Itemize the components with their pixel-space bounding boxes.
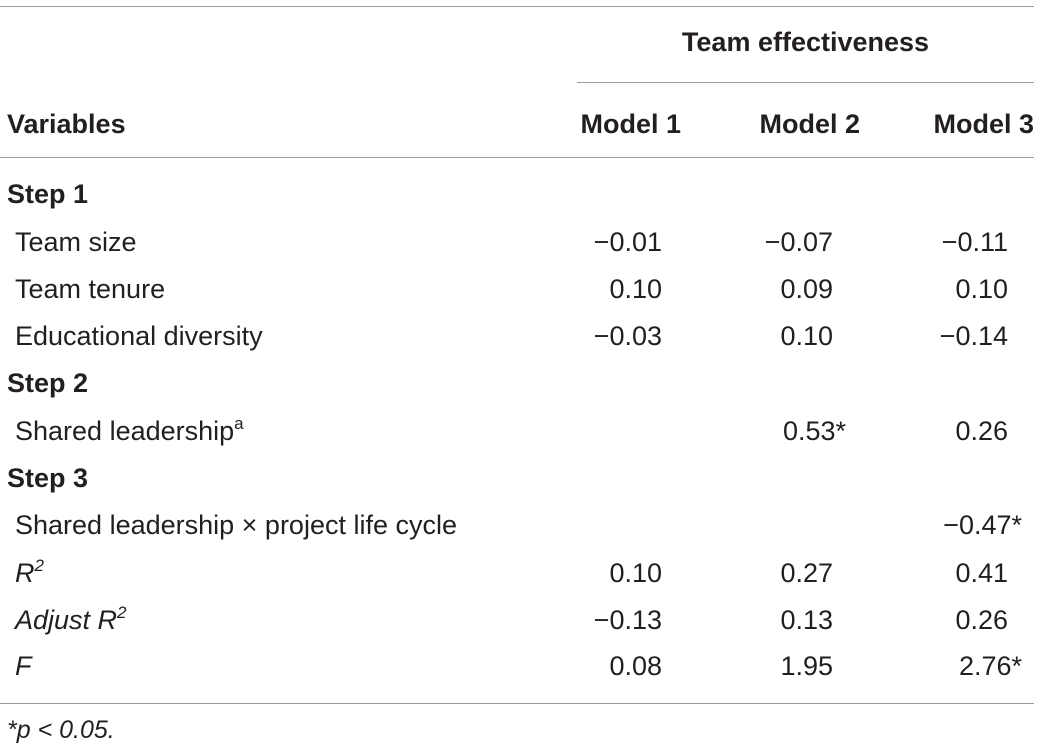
- model-2-header: Model 2: [759, 109, 860, 139]
- footnote: *p < 0.05.: [7, 716, 115, 744]
- model-2-value: −0.07: [764, 227, 833, 257]
- model-3-value: 0.10: [955, 274, 1008, 304]
- model-1-value: −0.13: [593, 605, 662, 635]
- model-1-header: Model 1: [580, 109, 681, 139]
- stat-label: R2: [15, 556, 44, 588]
- model-1-value: 0.10: [609, 274, 662, 304]
- model-2-value: 0.53*: [782, 416, 846, 446]
- model-3-value: −0.11: [941, 227, 1008, 257]
- variables-header: Variables: [7, 109, 126, 139]
- group-header: Team effectiveness: [681, 27, 930, 57]
- superscript: 2: [117, 603, 127, 622]
- bottom-rule: [0, 703, 1034, 704]
- model-3-value: −0.47*: [943, 510, 1022, 540]
- model-1-value: 0.08: [609, 651, 662, 681]
- model-1-value: −0.03: [593, 321, 662, 351]
- header-rule: [0, 157, 1034, 158]
- superscript: 2: [34, 556, 44, 575]
- stat-label: Adjust R2: [15, 603, 127, 635]
- top-rule: [0, 6, 1034, 7]
- step-label: Step 3: [7, 463, 89, 493]
- model-2-value: 0.10: [780, 321, 833, 351]
- step-label: Step 1: [7, 179, 89, 209]
- variable-label: Team size: [15, 227, 137, 257]
- model-2-value: 0.13: [780, 605, 833, 635]
- model-3-value: 0.41: [955, 558, 1008, 588]
- model-3-value: −0.14: [939, 321, 1008, 351]
- stat-label: F: [15, 651, 32, 681]
- model-1-value: 0.10: [609, 558, 662, 588]
- group-rule: [577, 82, 1034, 83]
- model-2-value: 0.27: [780, 558, 833, 588]
- superscript: a: [234, 414, 244, 433]
- step-label: Step 2: [7, 368, 89, 398]
- model-3-value: 2.76*: [958, 651, 1022, 681]
- model-2-value: 0.09: [780, 274, 833, 304]
- model-3-value: 0.26: [955, 605, 1008, 635]
- variable-label: Team tenure: [15, 274, 166, 304]
- model-3-value: 0.26: [955, 416, 1008, 446]
- model-1-value: −0.01: [593, 227, 662, 257]
- variable-label: Shared leadership × project life cycle: [15, 510, 457, 540]
- variable-label: Educational diversity: [15, 321, 263, 351]
- model-2-value: 1.95: [780, 651, 833, 681]
- model-3-header: Model 3: [933, 109, 1034, 139]
- variable-label: Shared leadershipa: [15, 414, 244, 446]
